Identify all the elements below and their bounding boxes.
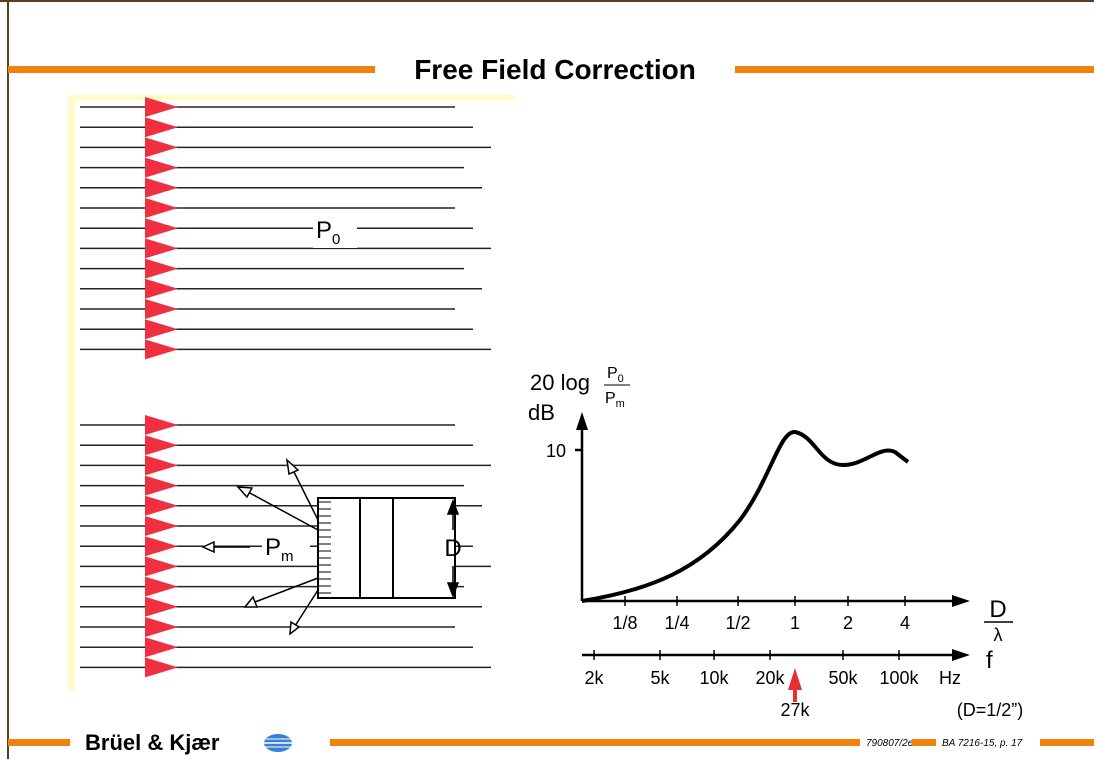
freq-tick-label: Hz bbox=[939, 668, 961, 688]
microphone bbox=[317, 497, 456, 599]
wavefront bbox=[145, 157, 178, 178]
footer-bar bbox=[330, 739, 860, 746]
x-tick-label: 1/8 bbox=[612, 613, 637, 633]
mic-label: Pm bbox=[265, 534, 294, 565]
title-bar-right bbox=[735, 66, 1094, 73]
wavefront bbox=[145, 97, 178, 117]
x-tick-label: 1 bbox=[790, 613, 800, 633]
wavefront bbox=[145, 339, 178, 360]
arrowhead bbox=[952, 595, 970, 607]
wavefront bbox=[145, 218, 178, 239]
wavefront bbox=[145, 137, 178, 158]
wavefront bbox=[145, 475, 178, 496]
x-tick-label: 1/2 bbox=[725, 613, 750, 633]
sub: 0 bbox=[618, 373, 624, 385]
wavefront bbox=[145, 258, 178, 279]
wall bbox=[68, 95, 75, 690]
wavefront bbox=[145, 435, 178, 456]
arrowhead bbox=[576, 412, 588, 430]
marker-label: 27k bbox=[780, 700, 810, 720]
sub: m bbox=[281, 548, 294, 565]
y-label: 20 log bbox=[530, 370, 590, 395]
brand: Brüel & Kjær bbox=[85, 730, 220, 755]
sub: m bbox=[616, 398, 625, 410]
graph-axes bbox=[575, 428, 955, 657]
ratio-num: D bbox=[989, 596, 1006, 623]
wavefront bbox=[145, 278, 178, 299]
wavefront bbox=[145, 299, 178, 319]
y-fraction-den: Pm bbox=[605, 390, 625, 410]
marker-arrow bbox=[788, 668, 802, 690]
scatter-arrows bbox=[201, 458, 460, 636]
doc-ref: BA 7216-15, p. 17 bbox=[942, 738, 1023, 749]
footer-bar bbox=[1040, 739, 1094, 746]
x-tick-label: 2 bbox=[843, 613, 853, 633]
mic-diaphragm bbox=[318, 501, 331, 594]
freq-tick-label: 100k bbox=[879, 668, 919, 688]
p: P bbox=[265, 534, 281, 561]
wall-top bbox=[68, 95, 515, 100]
wavefront bbox=[145, 657, 178, 678]
wavefront bbox=[145, 576, 178, 597]
sub: 0 bbox=[332, 231, 340, 248]
x-tick-label: 4 bbox=[900, 613, 910, 633]
wavefront bbox=[145, 319, 178, 340]
wavefront bbox=[145, 415, 178, 435]
wavefront bbox=[145, 637, 178, 658]
diameter-label: D bbox=[444, 535, 461, 562]
brand-logo bbox=[258, 734, 298, 752]
wavefront bbox=[145, 117, 178, 138]
p: P bbox=[605, 390, 616, 407]
freq-tick-label: 20k bbox=[755, 668, 785, 688]
freq-tick-label: 10k bbox=[699, 668, 729, 688]
doc-code: 790807/2e bbox=[866, 738, 914, 749]
y-unit: dB bbox=[528, 400, 555, 425]
wavefront bbox=[145, 617, 178, 637]
footer-bar bbox=[8, 739, 70, 746]
freq-tick-label: 2k bbox=[584, 668, 604, 688]
wavefront bbox=[145, 596, 178, 617]
footer-bar bbox=[912, 739, 936, 746]
correction-curve bbox=[581, 430, 910, 603]
ratio-den: λ bbox=[994, 625, 1003, 645]
freq-tick-label: 50k bbox=[828, 668, 858, 688]
wavefront bbox=[145, 556, 178, 577]
marker-stem bbox=[793, 688, 797, 702]
wavefront bbox=[145, 198, 178, 218]
y-fraction-num: P0 bbox=[607, 365, 624, 385]
freq-label: f bbox=[986, 647, 993, 674]
wavefront bbox=[145, 536, 178, 557]
wavefront bbox=[145, 177, 178, 198]
arrowhead bbox=[952, 649, 970, 661]
y-tick-label: 10 bbox=[546, 441, 566, 461]
freq-tick-label: 5k bbox=[650, 668, 670, 688]
title-bar-left bbox=[8, 66, 375, 73]
title: Free Field Correction bbox=[414, 54, 696, 85]
note: (D=1/2”) bbox=[957, 700, 1024, 720]
p: P bbox=[607, 365, 618, 382]
label-bg bbox=[313, 214, 357, 248]
label-bg bbox=[262, 531, 310, 565]
wavefront bbox=[145, 455, 178, 476]
wavefront bbox=[145, 516, 178, 536]
incident-label: P0 bbox=[316, 217, 340, 248]
wavefront bbox=[145, 238, 178, 259]
p: P bbox=[316, 217, 332, 244]
x-tick-label: 1/4 bbox=[664, 613, 689, 633]
wavefront bbox=[145, 495, 178, 516]
